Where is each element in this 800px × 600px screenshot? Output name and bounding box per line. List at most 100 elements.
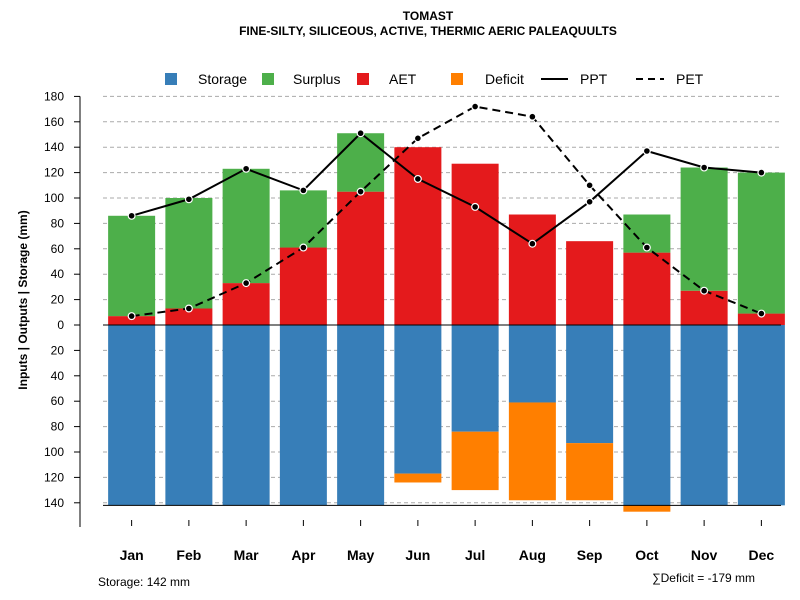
legend-swatch-aet	[357, 73, 369, 85]
ppt-point	[585, 197, 594, 206]
pet-point	[242, 279, 251, 288]
y-tick-label: 160	[44, 115, 64, 129]
y-tick-label: 60	[51, 394, 65, 408]
storage-bar	[623, 325, 671, 506]
legend-swatch-deficit	[451, 73, 463, 85]
y-tick-label: 0	[57, 318, 64, 332]
ppt-point	[242, 164, 251, 173]
pet-point	[127, 312, 136, 321]
storage-bar	[108, 325, 156, 506]
deficit-bar	[394, 473, 442, 483]
storage-bar	[451, 325, 499, 432]
aet-bar	[108, 316, 156, 325]
pet-point	[642, 243, 651, 252]
ppt-point	[299, 186, 308, 195]
storage-bar	[680, 325, 728, 506]
legend-label-deficit: Deficit	[485, 71, 524, 87]
storage-bar	[394, 325, 442, 474]
aet-bar	[623, 252, 671, 325]
pet-point	[184, 304, 193, 313]
legend-label-pet: PET	[676, 71, 704, 87]
legend-swatch-surplus	[262, 73, 274, 85]
storage-bar	[279, 325, 327, 506]
legend: Storage Surplus AET Deficit PPT PET	[165, 71, 704, 87]
aet-bar	[680, 290, 728, 325]
deficit-bar	[623, 505, 671, 512]
storage-bar	[222, 325, 270, 506]
y-tick-label: 180	[44, 89, 64, 103]
chart-subtitle: FINE-SILTY, SILICEOUS, ACTIVE, THERMIC A…	[239, 24, 617, 38]
ppt-line	[131, 131, 762, 245]
storage-bar	[508, 325, 556, 403]
surplus-bar	[337, 133, 385, 192]
pet-point	[299, 243, 308, 252]
ppt-point	[413, 174, 422, 183]
ppt-point	[528, 239, 537, 248]
pet-point	[413, 134, 422, 143]
aet-bar	[737, 313, 785, 325]
x-tick-label: Oct	[635, 547, 659, 563]
x-tick-label: Sep	[577, 547, 603, 563]
x-tick-label: Jul	[465, 547, 485, 563]
aet-bar	[222, 283, 270, 325]
pet-line	[131, 105, 762, 318]
x-tick-label: Jan	[120, 547, 144, 563]
legend-label-surplus: Surplus	[293, 71, 340, 87]
surplus-bar	[279, 190, 327, 248]
ppt-point	[757, 168, 766, 177]
pet-point	[528, 112, 537, 121]
series-lines	[127, 102, 766, 321]
x-tick-label: Nov	[691, 547, 718, 563]
bars	[108, 133, 785, 512]
ppt-point	[127, 211, 136, 220]
legend-label-aet: AET	[389, 71, 417, 87]
pet-point	[585, 181, 594, 190]
ppt-point	[642, 147, 651, 156]
legend-swatch-storage	[165, 73, 177, 85]
aet-bar	[451, 163, 499, 325]
x-tick-label: Apr	[291, 547, 316, 563]
surplus-bar	[737, 172, 785, 314]
deficit-bar	[508, 402, 556, 501]
y-tick-label: 100	[44, 445, 64, 459]
x-tick-label: Jun	[405, 547, 430, 563]
axes: 180 160 140 120 100 80 60 40 20 0 20 40 60 80 100 120 14…	[44, 89, 781, 563]
pet-point	[356, 187, 365, 196]
y-axis-label: Inputs | Outputs | Storage (mm)	[16, 210, 30, 389]
deficit-bar	[566, 443, 614, 501]
y-tick-label: 120	[44, 470, 64, 484]
y-tick-label: 140	[44, 140, 64, 154]
aet-bar	[279, 247, 327, 325]
surplus-bar	[108, 215, 156, 317]
deficit-bar	[451, 431, 499, 491]
x-tick-label: Dec	[749, 547, 775, 563]
surplus-bar	[165, 198, 213, 309]
pet-point	[471, 102, 480, 111]
legend-label-ppt: PPT	[580, 71, 608, 87]
storage-bar	[165, 325, 213, 506]
chart-title: TOMAST	[403, 9, 454, 23]
aet-bar	[337, 191, 385, 325]
ppt-point	[700, 163, 709, 172]
y-tick-label: 140	[44, 496, 64, 510]
storage-bar	[337, 325, 385, 506]
ppt-point	[184, 195, 193, 204]
surplus-bar	[680, 167, 728, 291]
aet-bar	[394, 147, 442, 325]
gridlines	[103, 95, 781, 504]
y-tick-label: 20	[51, 293, 65, 307]
x-tick-label: Aug	[519, 547, 546, 563]
y-tick-label: 40	[51, 267, 65, 281]
y-tick-label: 100	[44, 191, 64, 205]
storage-bar	[737, 325, 785, 506]
pet-point	[757, 309, 766, 318]
ppt-point	[356, 129, 365, 138]
y-tick-label: 80	[51, 216, 65, 230]
x-tick-label: May	[347, 547, 374, 563]
y-tick-label: 60	[51, 242, 65, 256]
x-tick-label: Mar	[234, 547, 259, 563]
legend-label-storage: Storage	[198, 71, 247, 87]
x-tick-label: Feb	[176, 547, 201, 563]
surplus-bar	[222, 168, 270, 284]
